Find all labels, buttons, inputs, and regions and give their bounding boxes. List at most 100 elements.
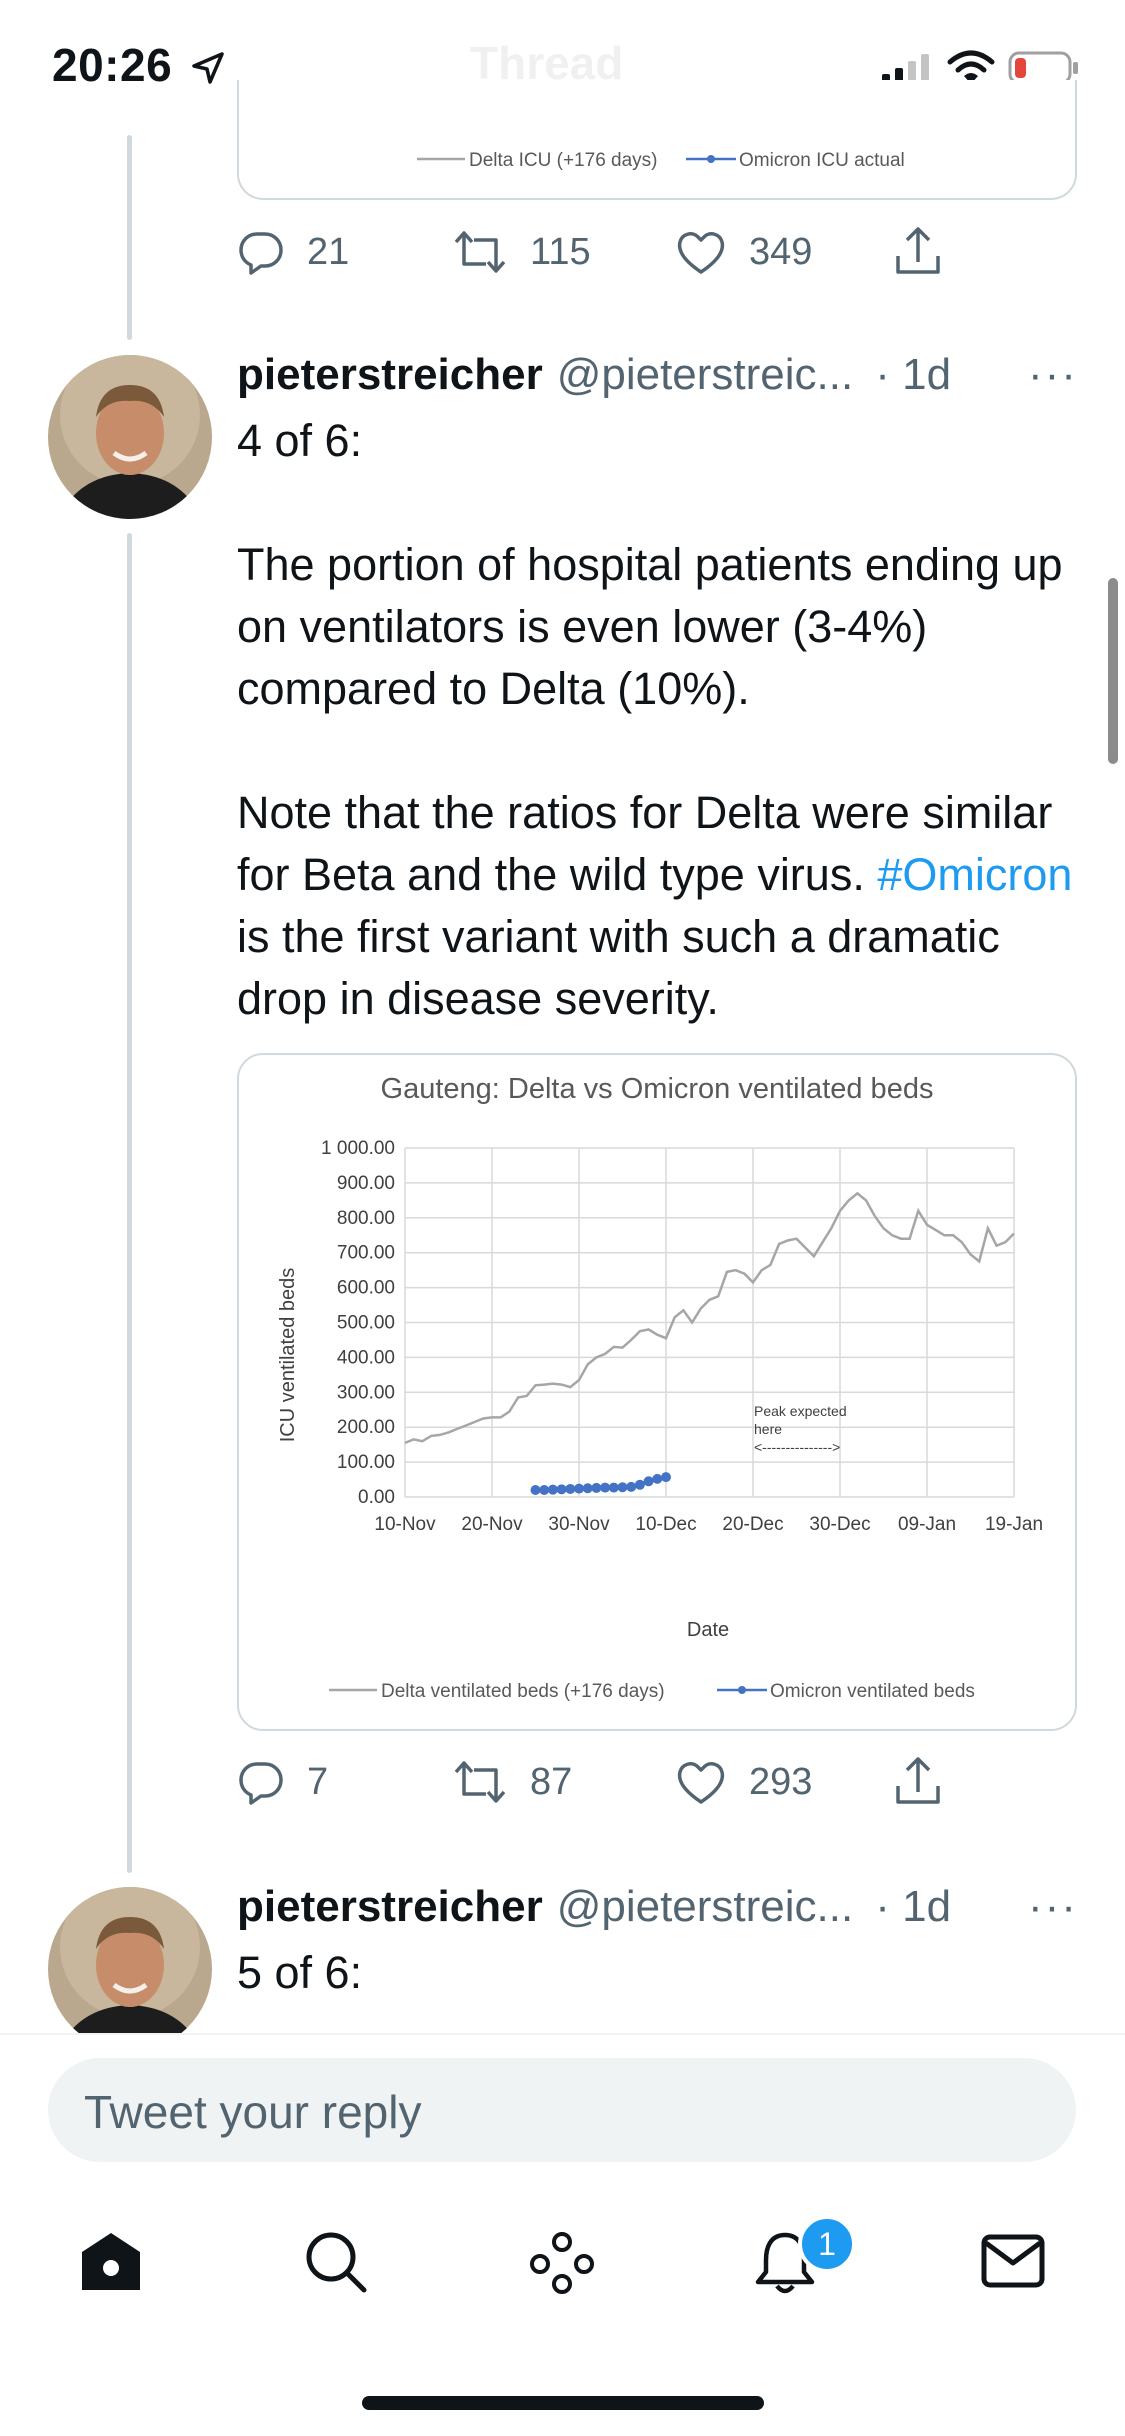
data-point-omicron [643, 1476, 654, 1487]
annotation-text: Peak expected [754, 1403, 847, 1419]
reply-action[interactable]: 7 [237, 1758, 328, 1806]
avatar[interactable] [48, 355, 212, 519]
author-name[interactable]: pieterstreicher [237, 350, 543, 399]
data-point-omicron [539, 1485, 550, 1496]
retweet-action[interactable]: 87 [452, 1758, 572, 1806]
reply-icon [239, 232, 283, 275]
author-name[interactable]: pieterstreicher [237, 1882, 543, 1931]
tweet-header: pieterstreicher @pieterstreic... · 1d [237, 350, 951, 400]
x-tick-label: 30-Dec [809, 1514, 870, 1535]
reply-action[interactable]: 21 [237, 228, 349, 276]
avatar-photo [48, 1887, 212, 2033]
like-action[interactable]: 293 [675, 1758, 812, 1806]
legend-delta-icu: Delta ICU (+176 days) [469, 150, 658, 171]
data-point-omicron [626, 1481, 637, 1492]
avatar-photo [48, 355, 212, 519]
x-tick-label: 20-Dec [722, 1514, 783, 1535]
data-point-omicron [600, 1482, 611, 1493]
data-point-omicron [661, 1472, 671, 1483]
data-point-omicron [565, 1483, 576, 1494]
reply-icon [239, 1762, 283, 1805]
heart-icon [677, 1762, 725, 1804]
location-arrow-icon [192, 52, 224, 84]
retweet-icon [454, 231, 506, 273]
heart-icon [677, 232, 725, 274]
home-icon[interactable] [78, 2230, 144, 2294]
y-tick-label: 0.00 [358, 1487, 395, 1508]
hashtag-link[interactable]: #Omicron [877, 849, 1073, 900]
x-tick-label: 09-Jan [898, 1514, 956, 1535]
tweet-line: 5 of 6: [237, 1947, 363, 1998]
avatar[interactable] [48, 1887, 212, 2033]
wifi-icon [947, 50, 995, 84]
retweet-count: 87 [530, 1760, 573, 1803]
y-tick-label: 700.00 [337, 1243, 395, 1264]
data-point-omicron [530, 1485, 541, 1496]
more-options-button[interactable]: ··· [1028, 1882, 1078, 1931]
retweet-count: 115 [530, 230, 591, 273]
spaces-icon[interactable] [528, 2230, 596, 2294]
chart-card[interactable]: Gauteng: Delta vs Omicron ventilated bed… [237, 1053, 1077, 1731]
author-handle[interactable]: @pieterstreic... [556, 1882, 854, 1931]
like-count: 349 [749, 230, 813, 273]
status-time: 20:26 [52, 39, 173, 91]
retweet-action[interactable]: 115 [452, 228, 591, 276]
retweet-icon [454, 1761, 506, 1803]
more-options-button[interactable]: ··· [1028, 350, 1078, 399]
tweet-5[interactable]: pieterstreicher @pieterstreic... · 1d ··… [0, 1880, 1125, 2033]
y-tick-label: 1 000.00 [321, 1138, 395, 1159]
x-tick-label: 10-Nov [374, 1514, 436, 1535]
x-tick-label: 19-Jan [985, 1514, 1043, 1535]
data-point-omicron [582, 1483, 593, 1494]
search-icon[interactable] [304, 2230, 368, 2294]
tweet-header: pieterstreicher @pieterstreic... · 1d [237, 1882, 951, 1932]
like-count: 293 [749, 1760, 813, 1803]
messages-icon[interactable] [980, 2233, 1046, 2289]
thread-connector [127, 533, 132, 1873]
previous-chart-legend: Delta ICU (+176 days) Omicron ICU actual [417, 150, 905, 171]
data-point-omicron [617, 1482, 628, 1493]
y-tick-label: 100.00 [337, 1452, 395, 1473]
data-point-omicron [591, 1482, 602, 1493]
scrollbar[interactable] [1108, 578, 1118, 764]
tweet-body: 4 of 6: The portion of hospital patients… [237, 410, 1077, 1030]
like-action[interactable]: 349 [675, 228, 812, 276]
x-axis-label: Date [687, 1619, 729, 1641]
home-indicator [362, 2396, 764, 2410]
tweet-time[interactable]: · 1d [875, 1882, 952, 1931]
divider [0, 2033, 1125, 2035]
legend-delta: Delta ventilated beds (+176 days) [381, 1681, 665, 1702]
data-point-omicron [652, 1473, 663, 1484]
y-tick-label: 800.00 [337, 1208, 395, 1229]
y-axis-label: ICU ventilated beds [277, 1268, 299, 1443]
data-point-omicron [574, 1483, 584, 1494]
reply-input[interactable] [48, 2058, 1076, 2162]
reply-count: 7 [307, 1760, 329, 1803]
chart: Gauteng: Delta vs Omicron ventilated bed… [277, 1073, 1043, 1702]
x-tick-label: 10-Dec [635, 1514, 696, 1535]
y-tick-label: 500.00 [337, 1313, 395, 1334]
notification-badge: 1 [798, 2215, 856, 2273]
data-point-omicron [634, 1479, 645, 1490]
chart-title: Gauteng: Delta vs Omicron ventilated bed… [381, 1073, 934, 1105]
data-point-omicron [556, 1484, 567, 1495]
annotation-text: here [754, 1421, 782, 1437]
thread-connector [127, 135, 132, 340]
annotation-arrow: <---------------> [754, 1439, 840, 1455]
y-tick-label: 900.00 [337, 1173, 395, 1194]
share-icon[interactable] [893, 226, 943, 278]
data-point-omicron [547, 1484, 558, 1495]
tweet-time[interactable]: · 1d [875, 350, 952, 399]
author-handle[interactable]: @pieterstreic... [556, 350, 854, 399]
previous-chart-card[interactable]: Delta ICU (+176 days) Omicron ICU actual [237, 80, 1077, 200]
data-point-omicron [608, 1482, 619, 1493]
tweet-paragraph: The portion of hospital patients ending … [237, 539, 1063, 714]
tweet-paragraph: Note that the ratios for Delta were simi… [237, 782, 1077, 1030]
y-tick-label: 600.00 [337, 1278, 395, 1299]
share-icon[interactable] [893, 1756, 943, 1808]
tweet-text-segment: Note that the ratios for Delta were simi… [237, 787, 1053, 900]
series-line-delta [404, 1191, 1015, 1445]
legend-omicron: Omicron ventilated beds [770, 1681, 975, 1702]
legend-omicron-icu: Omicron ICU actual [739, 150, 905, 171]
reply-placeholder: Tweet your reply [84, 2086, 422, 2138]
